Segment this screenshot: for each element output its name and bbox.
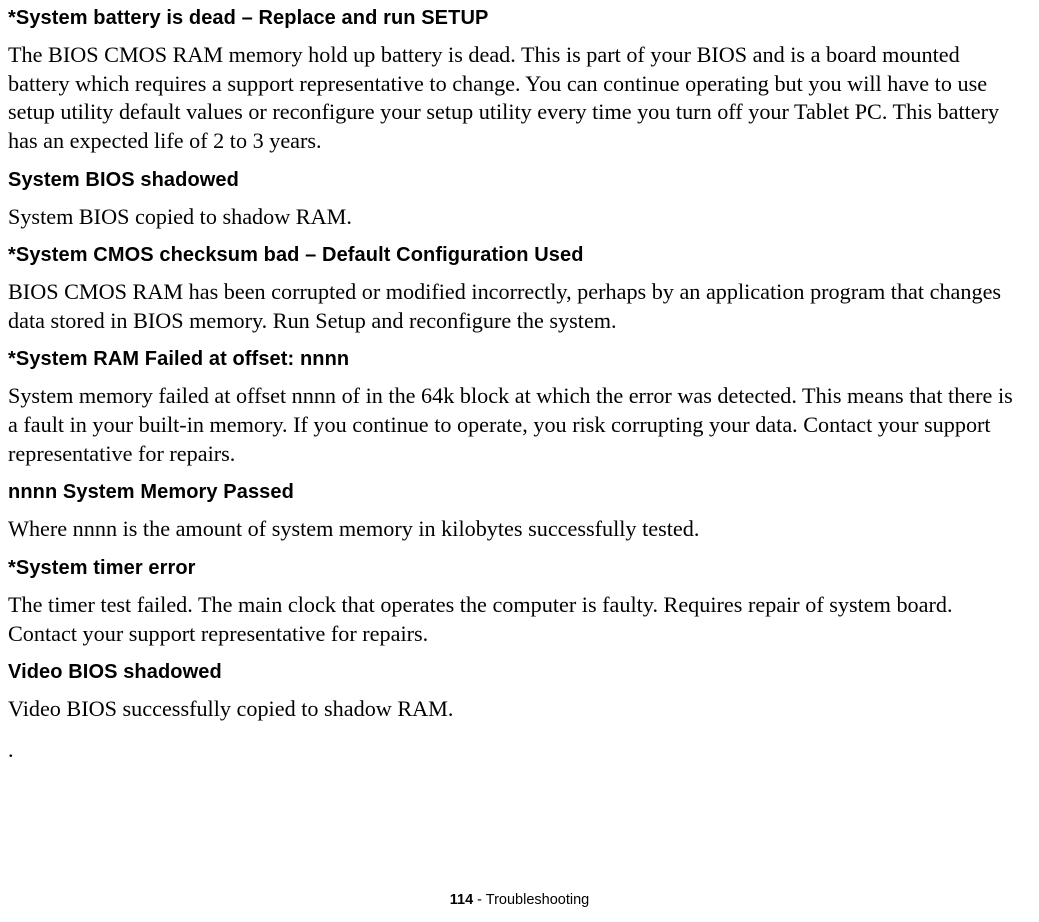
page-number: 114 — [450, 892, 473, 908]
document-page: *System battery is dead – Replace and ru… — [0, 0, 1039, 765]
section-body: Where nnnn is the amount of system memor… — [8, 515, 1023, 544]
section-heading: *System timer error — [8, 556, 1023, 581]
section-body: BIOS CMOS RAM has been corrupted or modi… — [8, 278, 1023, 335]
section-heading: Video BIOS shadowed — [8, 660, 1023, 685]
section-body: The BIOS CMOS RAM memory hold up battery… — [8, 41, 1023, 156]
section-body: The timer test failed. The main clock th… — [8, 591, 1023, 648]
section-body: System memory failed at offset nnnn of i… — [8, 382, 1023, 468]
section-heading: *System CMOS checksum bad – Default Conf… — [8, 243, 1023, 268]
section-heading: System BIOS shadowed — [8, 168, 1023, 193]
section-heading: *System battery is dead – Replace and ru… — [8, 6, 1023, 31]
page-footer: 114 - Troubleshooting — [0, 892, 1039, 908]
section-body: System BIOS copied to shadow RAM. — [8, 203, 1023, 232]
section-heading: *System RAM Failed at offset: nnnn — [8, 347, 1023, 372]
section-body: Video BIOS successfully copied to shadow… — [8, 695, 1023, 724]
section-heading: nnnn System Memory Passed — [8, 480, 1023, 505]
footer-section-title: Troubleshooting — [486, 892, 589, 908]
trailing-period: . — [8, 736, 1023, 765]
footer-separator: - — [473, 892, 486, 908]
